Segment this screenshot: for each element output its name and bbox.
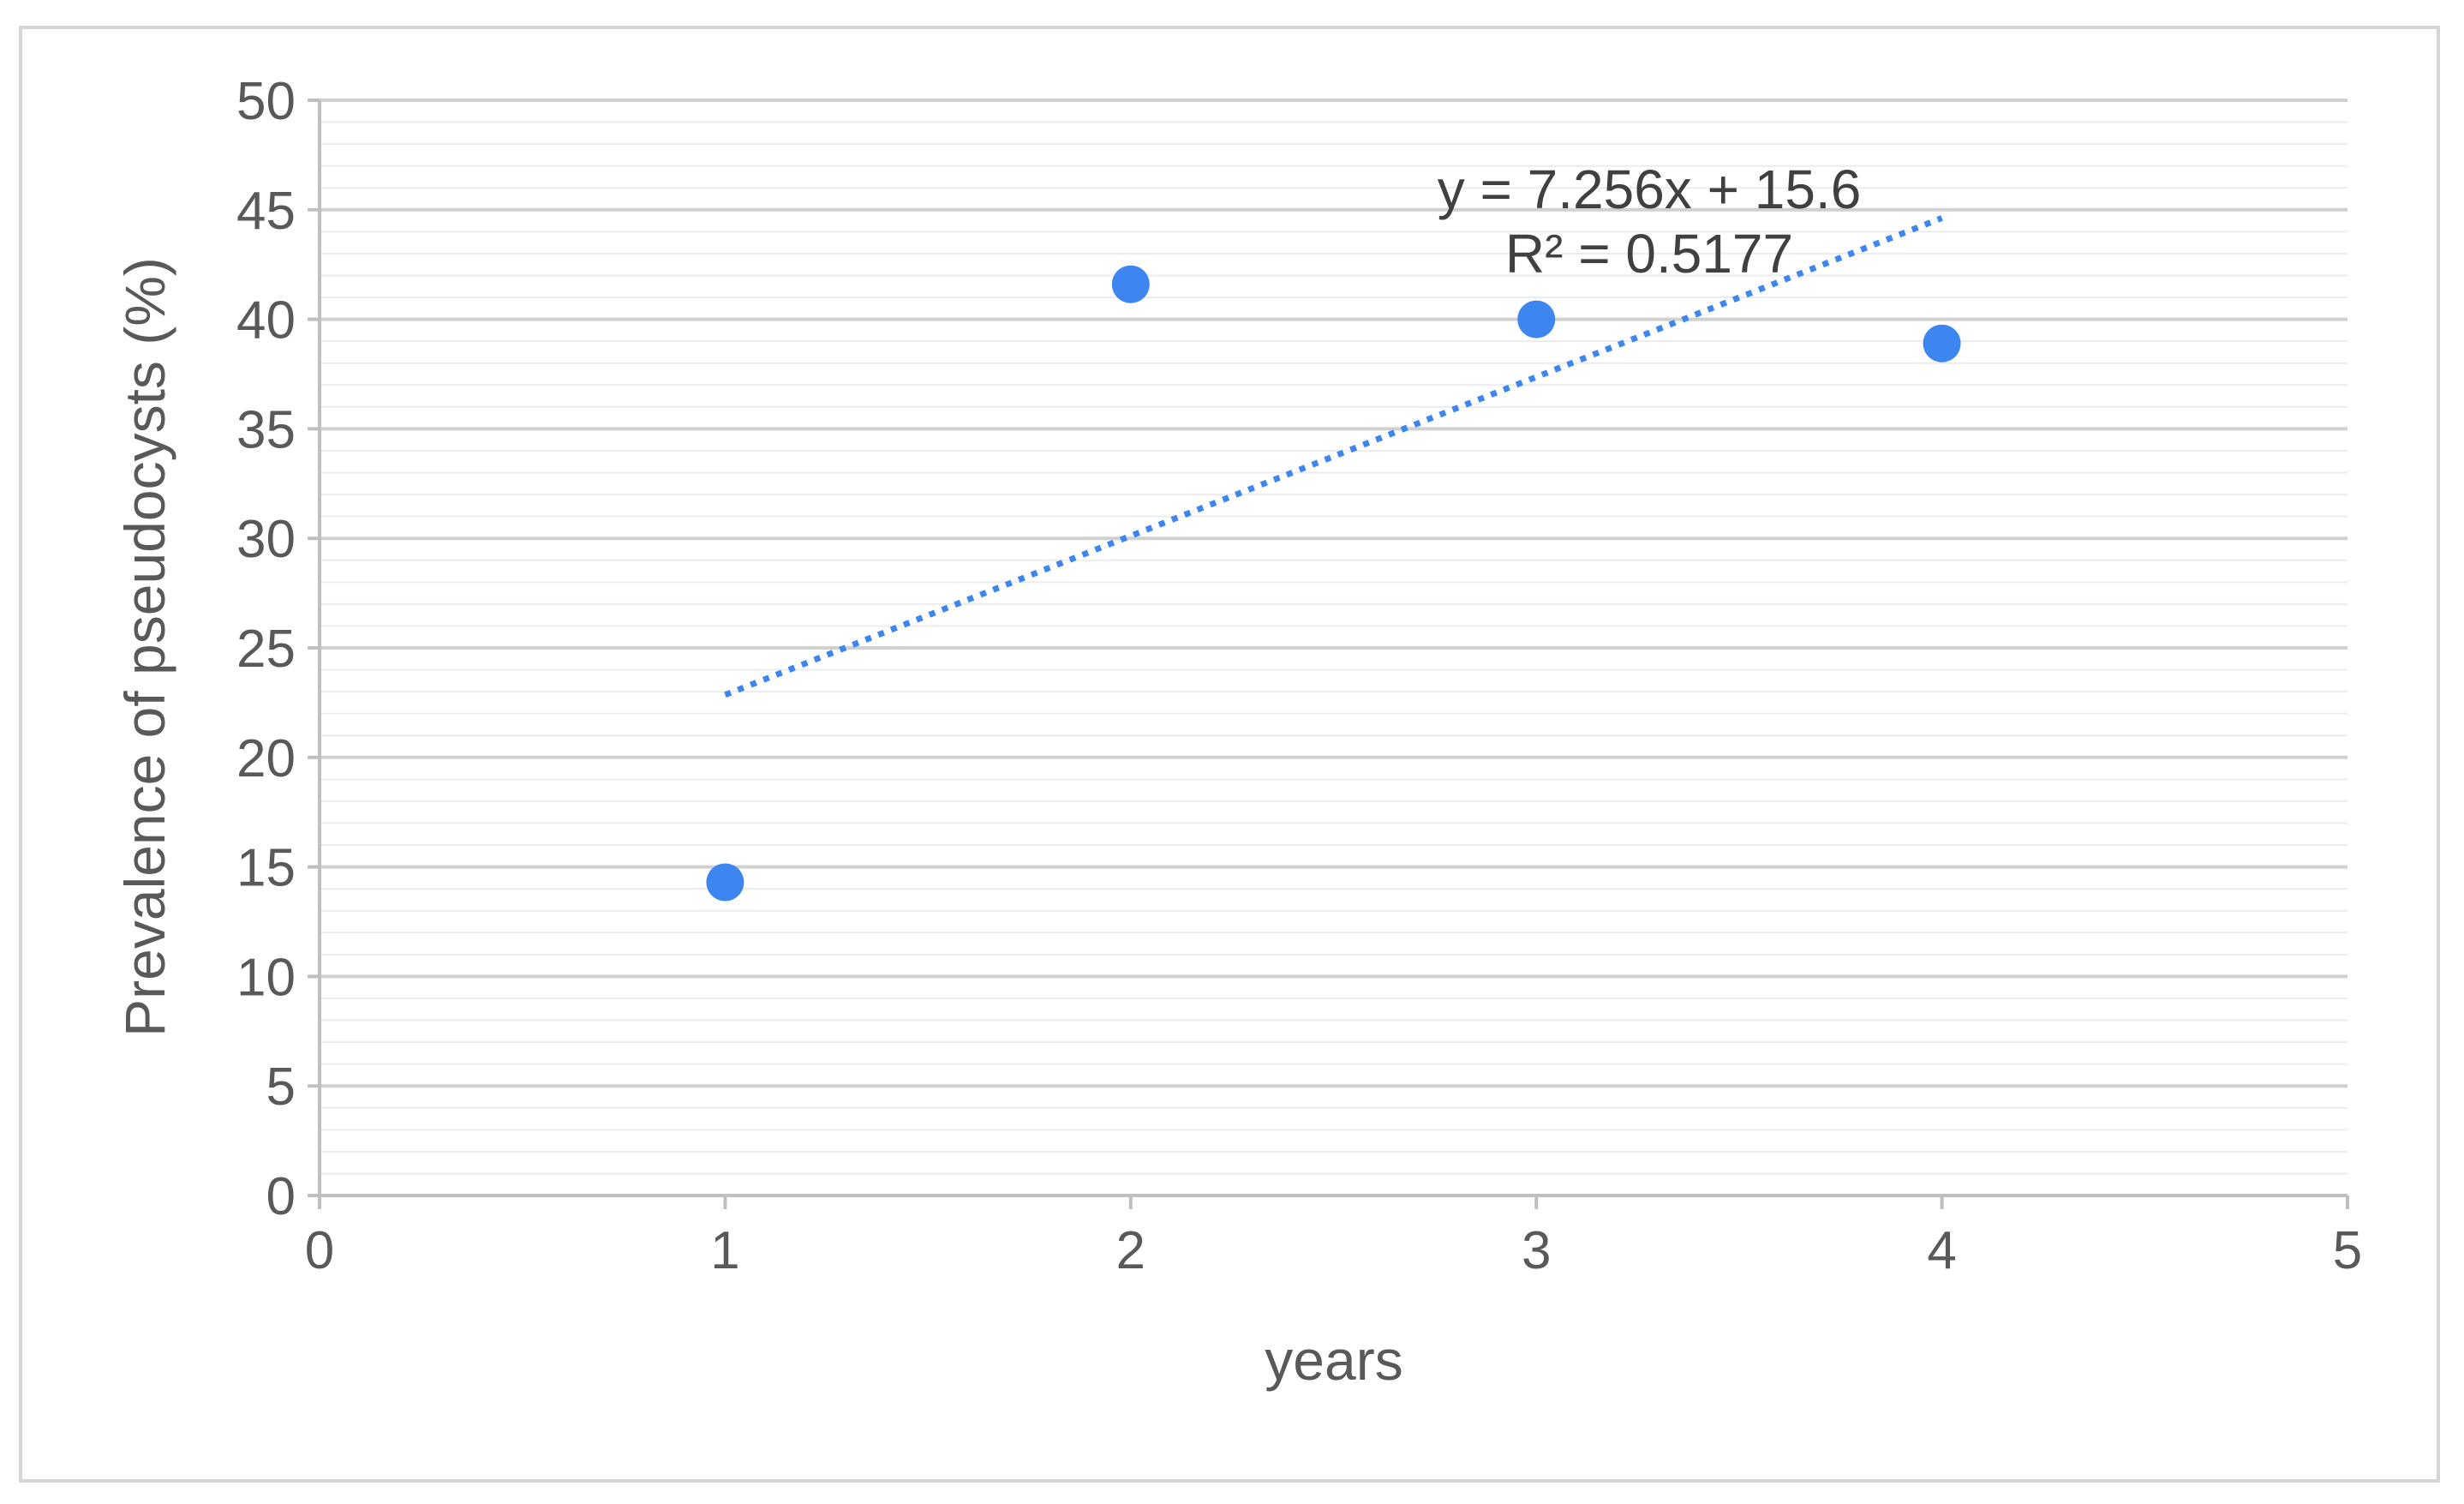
- y-tick-label: 35: [236, 400, 296, 459]
- trendline-equation: y = 7.256x + 15.6: [1438, 159, 1862, 220]
- y-tick-labels: 0 5 10 15 20 25 30 35 40 45 50: [236, 72, 320, 1226]
- major-gridlines: [320, 99, 2347, 1088]
- trendline: [724, 215, 1943, 698]
- x-tick-label: 1: [710, 1221, 739, 1280]
- chart-frame: [19, 26, 2440, 1483]
- y-tick-label: 0: [266, 1167, 296, 1226]
- y-tick-label: 25: [236, 620, 296, 679]
- x-tick-label: 2: [1116, 1221, 1145, 1280]
- y-tick-label: 20: [236, 729, 296, 788]
- x-axis-title: years: [1265, 1328, 1402, 1392]
- y-tick-label: 5: [266, 1058, 296, 1117]
- data-point: [1923, 324, 1961, 363]
- y-tick-label: 10: [236, 948, 296, 1007]
- data-point: [1111, 265, 1150, 303]
- y-tick-label: 45: [236, 182, 296, 241]
- x-tick-label: 3: [1522, 1221, 1551, 1280]
- minor-gridlines: [320, 121, 2347, 1175]
- y-tick-label: 30: [236, 510, 296, 569]
- y-tick-label: 40: [236, 291, 296, 351]
- y-tick-label: 15: [236, 839, 296, 898]
- y-axis-title: Prevalence of pseudocysts (%): [113, 257, 176, 1037]
- x-tick-label: 5: [2333, 1221, 2362, 1280]
- trendline-r2: R² = 0.5177: [1505, 223, 1793, 285]
- trendline-group: [724, 215, 1943, 698]
- x-tick-labels: 0 1 2 3 4 5: [305, 1195, 2362, 1280]
- y-tick-label: 50: [236, 72, 296, 131]
- x-tick-label: 4: [1927, 1221, 1956, 1280]
- data-point: [706, 863, 745, 902]
- data-points: [706, 265, 1961, 902]
- x-tick-label: 0: [305, 1221, 334, 1280]
- data-point: [1517, 300, 1556, 339]
